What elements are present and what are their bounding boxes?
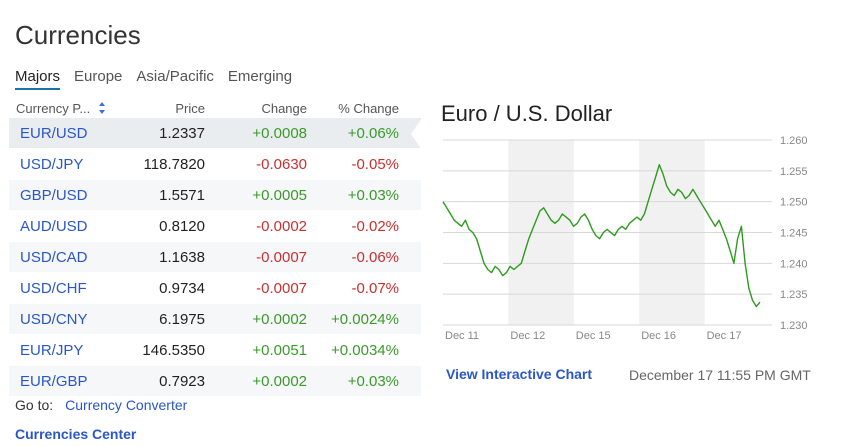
- table-row[interactable]: USD/CHF 0.9734 -0.0007 -0.07%: [9, 273, 421, 304]
- price-value: 1.5571: [159, 186, 205, 204]
- x-tick-label: Dec 11: [445, 330, 479, 342]
- x-tick-label: Dec 16: [641, 330, 676, 342]
- pct-change-value: +0.06%: [347, 124, 399, 142]
- pair-link[interactable]: USD/CHF: [20, 279, 87, 297]
- region-tabs: Majors Europe Asia/Pacific Emerging: [15, 68, 306, 90]
- change-value: +0.0002: [252, 310, 307, 328]
- chart-title: Euro / U.S. Dollar: [441, 101, 613, 126]
- price-value: 6.1975: [159, 310, 205, 328]
- currency-converter-link[interactable]: Currency Converter: [65, 397, 188, 413]
- tab-asia-pacific[interactable]: Asia/Pacific: [136, 68, 214, 85]
- table-row[interactable]: EUR/GBP 0.7923 +0.0002 +0.03%: [9, 366, 421, 397]
- goto-label: Go to:: [15, 397, 54, 413]
- x-tick-label: Dec 17: [707, 330, 742, 342]
- price-value: 118.7820: [143, 155, 205, 173]
- price-chart[interactable]: 1.230 1.235 1.240 1.245 1.250 1.255 1.260 Dec 1…: [440, 128, 820, 346]
- pct-change-value: +0.03%: [347, 186, 399, 204]
- header-price[interactable]: Price: [175, 100, 205, 116]
- series-line: [442, 164, 761, 308]
- sort-icon[interactable]: [98, 102, 106, 114]
- price-value: 146.5350: [142, 341, 205, 359]
- table-row[interactable]: GBP/USD 1.5571 +0.0005 +0.03%: [9, 180, 421, 211]
- pair-link[interactable]: EUR/JPY: [20, 341, 84, 359]
- price-value: 1.1638: [159, 248, 205, 266]
- pair-link[interactable]: GBP/USD: [20, 186, 88, 204]
- change-value: +0.0005: [252, 186, 307, 204]
- table-row[interactable]: USD/CNY 6.1975 +0.0002 +0.0024%: [9, 304, 421, 335]
- pair-link[interactable]: EUR/USD: [20, 124, 88, 142]
- y-tick-label: 1.250: [780, 197, 808, 209]
- table-header: Currency P... Price Change % Change: [9, 98, 421, 118]
- pct-change-value: +0.03%: [347, 372, 399, 390]
- pct-change-value: -0.07%: [351, 279, 399, 297]
- table-row[interactable]: USD/CAD 1.1638 -0.0007 -0.06%: [9, 242, 421, 273]
- pct-change-value: -0.02%: [351, 217, 399, 235]
- page-title: Currencies: [15, 20, 141, 50]
- pct-change-value: +0.0034%: [331, 341, 399, 359]
- table-row[interactable]: USD/JPY 118.7820 -0.0630 -0.05%: [9, 149, 421, 180]
- goto-bar: Go to: Currency Converter: [15, 397, 187, 413]
- pair-link[interactable]: USD/CNY: [20, 310, 88, 328]
- x-tick-label: Dec 15: [576, 330, 611, 342]
- pair-link[interactable]: AUD/USD: [20, 217, 88, 235]
- y-tick-label: 1.240: [780, 258, 808, 270]
- change-value: +0.0002: [252, 372, 307, 390]
- y-tick-label: 1.245: [780, 228, 808, 240]
- pair-link[interactable]: EUR/GBP: [20, 372, 88, 390]
- header-currency-pair[interactable]: Currency P...: [9, 101, 114, 116]
- change-value: +0.0008: [252, 124, 307, 142]
- view-interactive-chart-link[interactable]: View Interactive Chart: [446, 366, 593, 382]
- header-currency-pair-label: Currency P...: [16, 100, 91, 116]
- y-tick-label: 1.255: [780, 166, 808, 178]
- table-row[interactable]: EUR/JPY 146.5350 +0.0051 +0.0034%: [9, 335, 421, 366]
- pct-change-value: -0.06%: [351, 248, 399, 266]
- pct-change-value: +0.0024%: [331, 310, 399, 328]
- price-value: 0.8120: [159, 217, 205, 235]
- change-value: +0.0051: [252, 341, 307, 359]
- tab-emerging[interactable]: Emerging: [227, 68, 293, 85]
- change-value: -0.0007: [256, 279, 307, 297]
- currency-table: Currency P... Price Change % Change EUR/…: [9, 98, 421, 397]
- change-value: -0.0007: [256, 248, 307, 266]
- table-row[interactable]: EUR/USD 1.2337 +0.0008 +0.06%: [9, 118, 421, 149]
- tab-europe[interactable]: Europe: [74, 68, 123, 85]
- change-value: -0.0002: [256, 217, 307, 235]
- x-tick-label: Dec 12: [510, 330, 545, 342]
- pair-link[interactable]: USD/CAD: [20, 248, 88, 266]
- pair-link[interactable]: USD/JPY: [20, 155, 84, 173]
- pct-change-value: -0.05%: [351, 155, 399, 173]
- change-value: -0.0630: [256, 155, 307, 173]
- chart-timestamp: December 17 11:55 PM GMT: [629, 367, 811, 383]
- tab-majors[interactable]: Majors: [15, 68, 61, 90]
- selected-row-pointer: [411, 118, 422, 150]
- price-value: 0.9734: [159, 279, 205, 297]
- price-value: 1.2337: [159, 124, 205, 142]
- y-tick-label: 1.260: [780, 135, 808, 147]
- currencies-center-link[interactable]: Currencies Center: [15, 426, 137, 442]
- header-change[interactable]: Change: [261, 100, 307, 116]
- y-tick-label: 1.235: [780, 289, 808, 301]
- price-value: 0.7923: [159, 372, 205, 390]
- table-row[interactable]: AUD/USD 0.8120 -0.0002 -0.02%: [9, 211, 421, 242]
- y-tick-label: 1.230: [780, 320, 808, 332]
- header-pct-change[interactable]: % Change: [338, 100, 399, 116]
- chart-svg: 1.230 1.235 1.240 1.245 1.250 1.255 1.260 Dec 1…: [442, 135, 808, 342]
